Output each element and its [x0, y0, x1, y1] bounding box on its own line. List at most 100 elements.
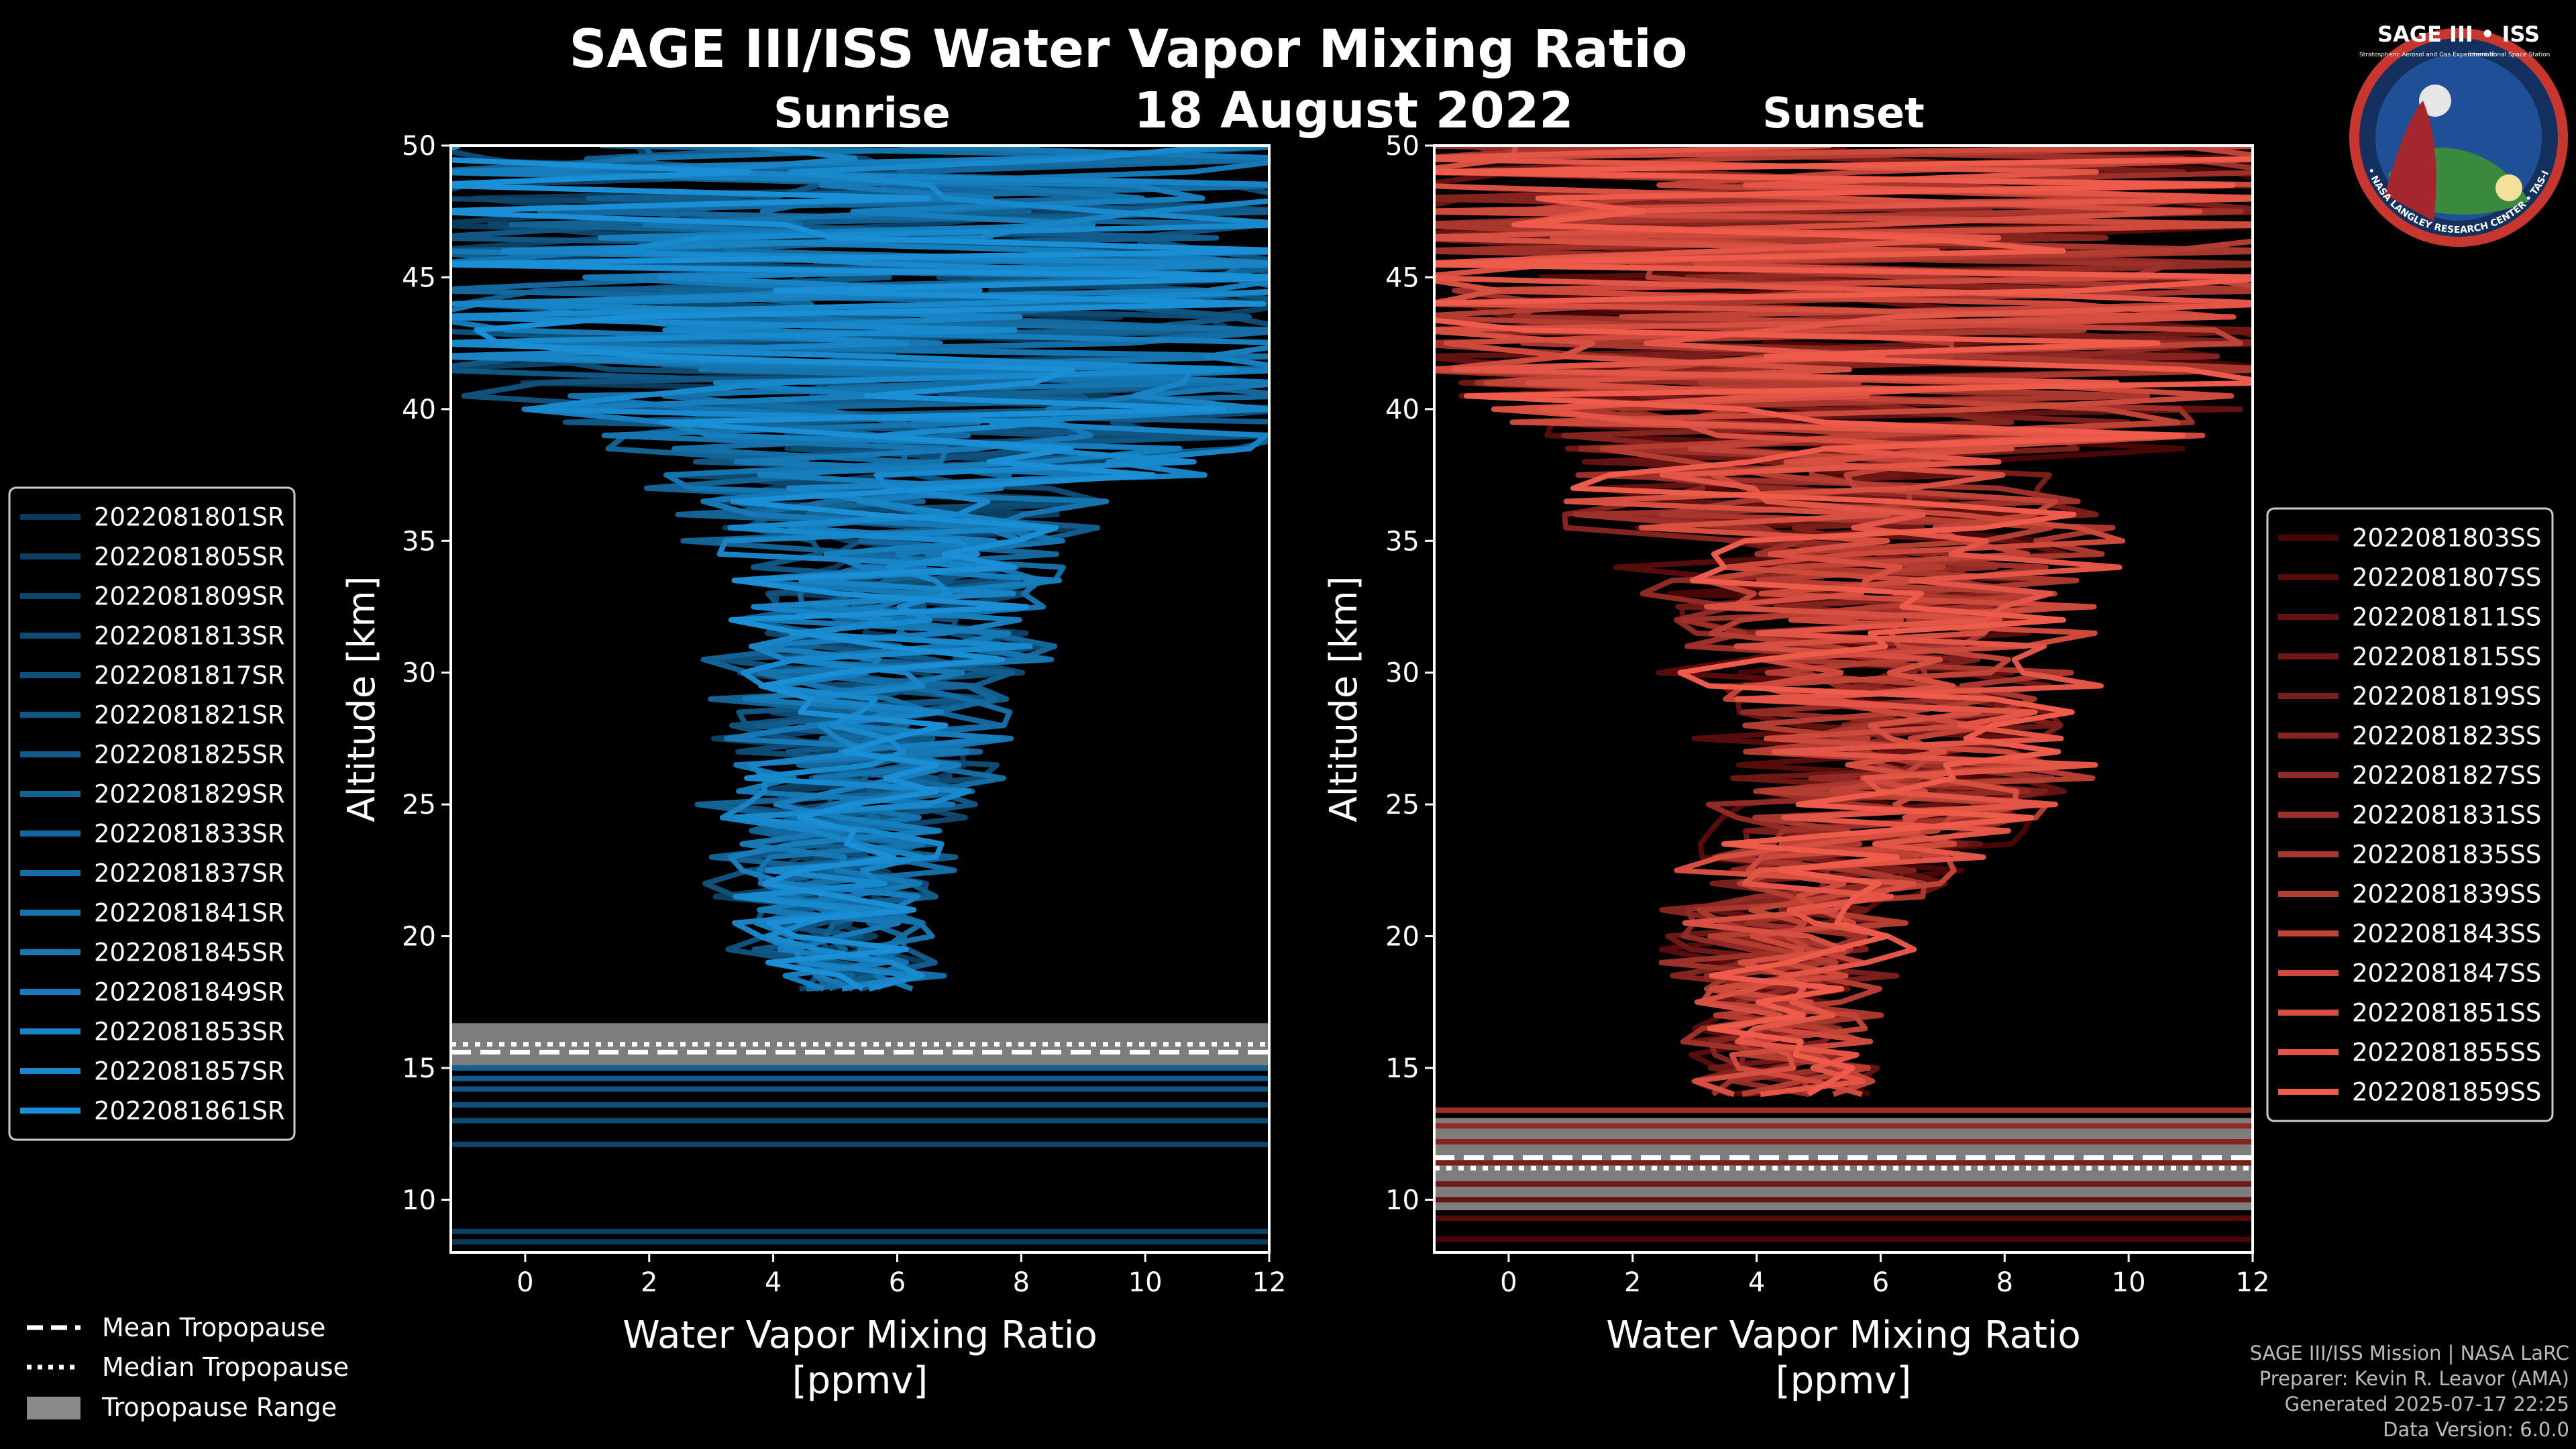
tropopause-range-swatch: [27, 1397, 80, 1419]
x-axis-label: [ppmv]: [792, 1359, 928, 1403]
y-tick-label: 10: [402, 1185, 436, 1216]
legend-entry: 2022081809SR: [94, 582, 285, 611]
profile-line-2022081847SS: [1434, 146, 2253, 1097]
profile-line-2022081851SS: [1434, 146, 2237, 1097]
legend-entry: 2022081845SR: [94, 938, 285, 967]
y-tick-label: 40: [402, 394, 436, 425]
plot-area: [1434, 146, 2253, 1242]
legend-entry: 2022081801SR: [94, 503, 285, 532]
legend-entry: 2022081815SS: [2352, 643, 2541, 672]
y-tick-label: 30: [402, 658, 436, 689]
legend-entry: 2022081837SR: [94, 859, 285, 888]
legend-entry: 2022081849SR: [94, 978, 285, 1007]
legend-entry: 2022081813SR: [94, 622, 285, 651]
y-tick-label: 35: [1385, 526, 1419, 557]
plot-area: [451, 146, 1269, 1245]
y-tick-label: 45: [1385, 262, 1419, 293]
legend-entry: 2022081843SS: [2352, 920, 2541, 949]
y-tick-label: 35: [402, 526, 436, 557]
median-tropopause-label: Median Tropopause: [102, 1352, 349, 1382]
legend-entry: 2022081817SR: [94, 661, 285, 690]
legend-entry: 2022081853SR: [94, 1018, 285, 1046]
panel-title: Sunrise: [773, 89, 951, 138]
axes-frame: [449, 144, 1271, 1254]
legend-entry: 2022081823SS: [2352, 722, 2541, 751]
panel-title: Sunset: [1762, 89, 1925, 138]
x-axis-label: [ppmv]: [1776, 1359, 1911, 1403]
legend-entry: 2022081807SS: [2352, 564, 2541, 592]
profile-line-2022081849SR: [451, 146, 1269, 991]
legend-entry: 2022081803SS: [2352, 524, 2541, 553]
mean-tropopause-label: Mean Tropopause: [102, 1313, 325, 1342]
x-tick-label: 2: [641, 1267, 657, 1298]
legend-entry: 2022081851SS: [2352, 999, 2541, 1028]
profile-line-2022081861SR: [451, 146, 1269, 991]
y-tick-label: 15: [1385, 1053, 1419, 1084]
profile-line-2022081859SS: [1434, 156, 2253, 1097]
y-tick-label: 25: [1385, 790, 1419, 820]
y-tick-label: 20: [1385, 922, 1419, 953]
legend-box: [8, 486, 296, 1141]
legend-entry: 2022081839SS: [2352, 880, 2541, 909]
x-tick-label: 4: [765, 1267, 782, 1298]
legend-sunrise: 2022081801SR 2022081805SR 2022081809SR 2022…: [8, 486, 296, 1141]
y-tick-label: 45: [402, 262, 436, 293]
legend-entry: 2022081811SS: [2352, 603, 2541, 632]
footer-version: Data Version: 6.0.0: [2383, 1418, 2569, 1441]
x-tick-label: 0: [517, 1267, 533, 1298]
tropopause-range-label: Tropopause Range: [101, 1393, 337, 1422]
badge-subtitle-right: International Space Station: [2468, 52, 2551, 58]
footer-generated: Generated 2025-07-17 22:25: [2284, 1393, 2569, 1415]
x-tick-label: 0: [1500, 1267, 1517, 1298]
legend-entry: 2022081855SS: [2352, 1038, 2541, 1067]
x-tick-label: 8: [1013, 1267, 1030, 1298]
figure-title: SAGE III/ISS Water Vapor Mixing Ratio: [569, 19, 1687, 80]
legend-entry: 2022081827SS: [2352, 761, 2541, 790]
x-tick-label: 10: [2112, 1267, 2146, 1298]
y-tick-label: 40: [1385, 394, 1419, 425]
x-tick-label: 10: [1128, 1267, 1163, 1298]
y-tick-label: 20: [402, 922, 436, 953]
x-axis-label: Water Vapor Mixing Ratio: [1606, 1313, 2080, 1357]
legend-entry: 2022081841SR: [94, 899, 285, 928]
x-tick-label: 4: [1748, 1267, 1765, 1298]
footer-credits: SAGE III/ISS Mission | NASA LaRC Prepare…: [2250, 1340, 2569, 1442]
legend-entry: 2022081835SS: [2352, 841, 2541, 869]
legend-entry: 2022081819SS: [2352, 682, 2541, 711]
x-tick-label: 12: [2236, 1267, 2270, 1298]
footer-mission: SAGE III/ISS Mission | NASA LaRC: [2249, 1342, 2569, 1364]
x-tick-label: 12: [1252, 1267, 1287, 1298]
legend-sunset: 2022081803SS 2022081807SS 2022081811SS 2022…: [2266, 507, 2554, 1122]
legend-entry: 2022081825SR: [94, 741, 285, 769]
footer-preparer: Preparer: Kevin R. Leavor (AMA): [2259, 1367, 2569, 1390]
y-axis-label: Altitude [km]: [340, 576, 384, 822]
legend-entry: 2022081847SS: [2352, 959, 2541, 988]
panel-sunset: 0 2 4 6 8 10 12 10 15 20 25 30 35 40 45 50 Sunset Water V…: [1322, 89, 2554, 1403]
x-tick-label: 8: [1996, 1267, 2013, 1298]
legend-entry: 2022081861SR: [94, 1097, 285, 1126]
x-axis-label: Water Vapor Mixing Ratio: [623, 1313, 1097, 1357]
axes-frame: [1433, 144, 2254, 1254]
profile-line-2022081839SS: [1434, 146, 2253, 1097]
profile-line-2022081857SR: [451, 146, 1269, 991]
legend-entry: 2022081857SR: [94, 1057, 285, 1086]
y-axis-label: Altitude [km]: [1322, 576, 1366, 822]
legend-entry: 2022081821SR: [94, 701, 285, 730]
y-tick-label: 50: [402, 131, 436, 162]
x-tick-label: 6: [1872, 1267, 1889, 1298]
panel-sunrise: 0 2 4 6 8 10 12 10 15 20 25 30 35 40 45 50 Sunrise Water …: [8, 89, 1287, 1403]
figure-date: 18 August 2022: [1134, 82, 1574, 140]
y-tick-label: 50: [1385, 131, 1419, 162]
x-tick-label: 2: [1624, 1267, 1641, 1298]
legend-entry: 2022081829SR: [94, 780, 285, 809]
y-tick-label: 25: [402, 790, 436, 820]
legend-entry: 2022081831SS: [2352, 801, 2541, 830]
legend-entry: 2022081805SR: [94, 543, 285, 572]
x-tick-label: 6: [889, 1267, 906, 1298]
badge-title: SAGE III • ISS: [2377, 21, 2540, 47]
tropopause-legend: Mean Tropopause Median Tropopause Tropop…: [27, 1313, 349, 1422]
y-tick-label: 15: [402, 1053, 436, 1084]
y-tick-label: 30: [1385, 658, 1419, 689]
legend-entry: 2022081833SR: [94, 820, 285, 849]
